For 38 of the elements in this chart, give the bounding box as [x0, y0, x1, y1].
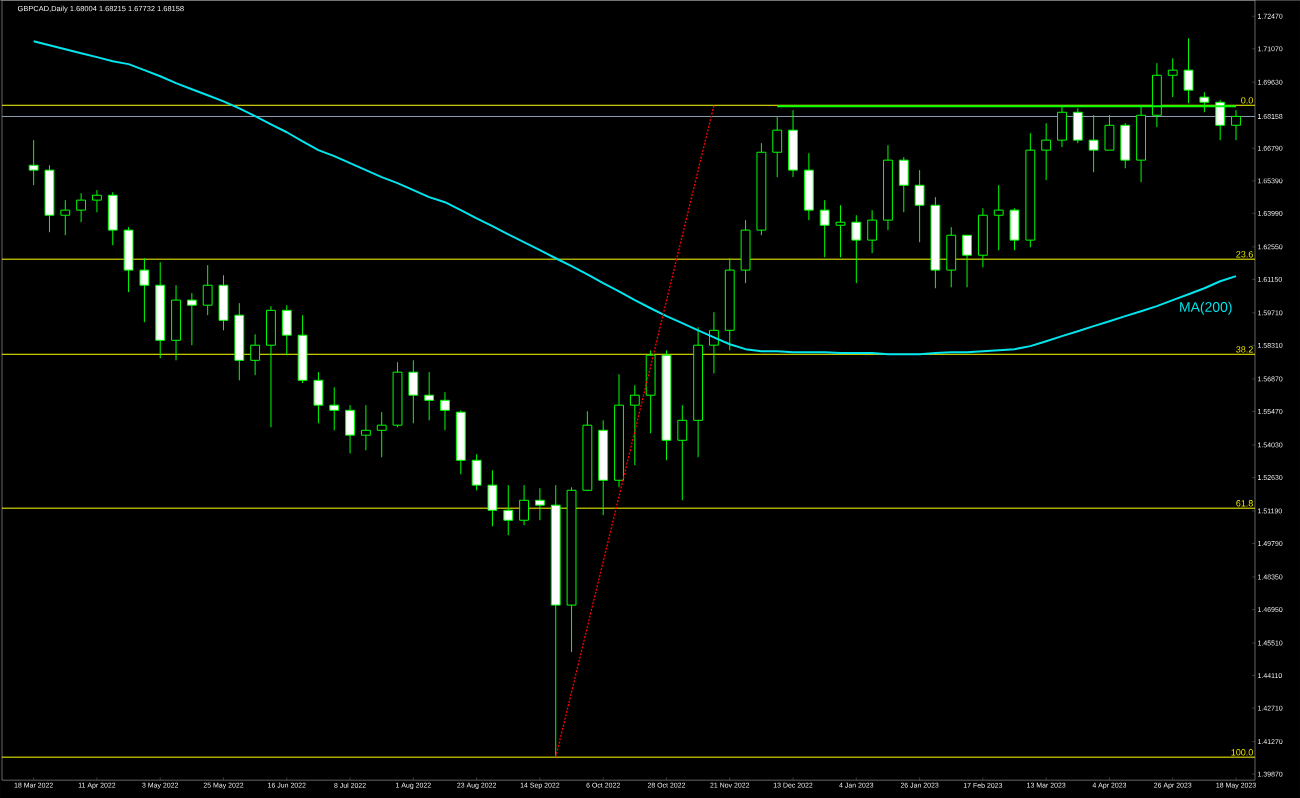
candlestick [28, 139, 39, 186]
candlestick [376, 411, 387, 458]
annotation: 23.6 [1236, 251, 1253, 258]
candlestick [629, 384, 640, 466]
candlestick [92, 189, 102, 213]
candlestick [1167, 57, 1178, 98]
candlestick [534, 487, 545, 521]
candlestick [186, 292, 197, 346]
candlestick [1041, 122, 1052, 181]
annotation: 0.0 [1241, 97, 1253, 104]
annotation: 100.0 [1231, 749, 1253, 756]
candlestick [360, 404, 371, 451]
candlestick [329, 386, 340, 431]
candlestick [408, 359, 419, 424]
candlestick [440, 391, 450, 431]
candlestick [250, 333, 261, 376]
annotation: 38.2 [1236, 346, 1253, 353]
candlestick [60, 199, 71, 236]
candlestick [772, 116, 783, 178]
candlestick [993, 184, 1004, 251]
candlestick [819, 199, 830, 258]
candlestick [835, 204, 846, 258]
candlestick [1183, 37, 1194, 104]
candlestick [677, 404, 688, 501]
series-label: MA(200) [1180, 301, 1232, 315]
candlestick [1231, 109, 1241, 141]
candlestick [202, 264, 213, 316]
candlestick [1088, 114, 1099, 173]
candlestick [424, 371, 435, 421]
candlestick [139, 257, 150, 323]
candlestick [503, 484, 514, 536]
candlestick [867, 209, 878, 254]
candlestick [851, 214, 862, 284]
candlestick [914, 169, 925, 243]
annotation: 61.8 [1236, 500, 1253, 507]
candlestick [962, 234, 972, 288]
candlestick [519, 484, 530, 526]
candlestick [76, 192, 87, 223]
